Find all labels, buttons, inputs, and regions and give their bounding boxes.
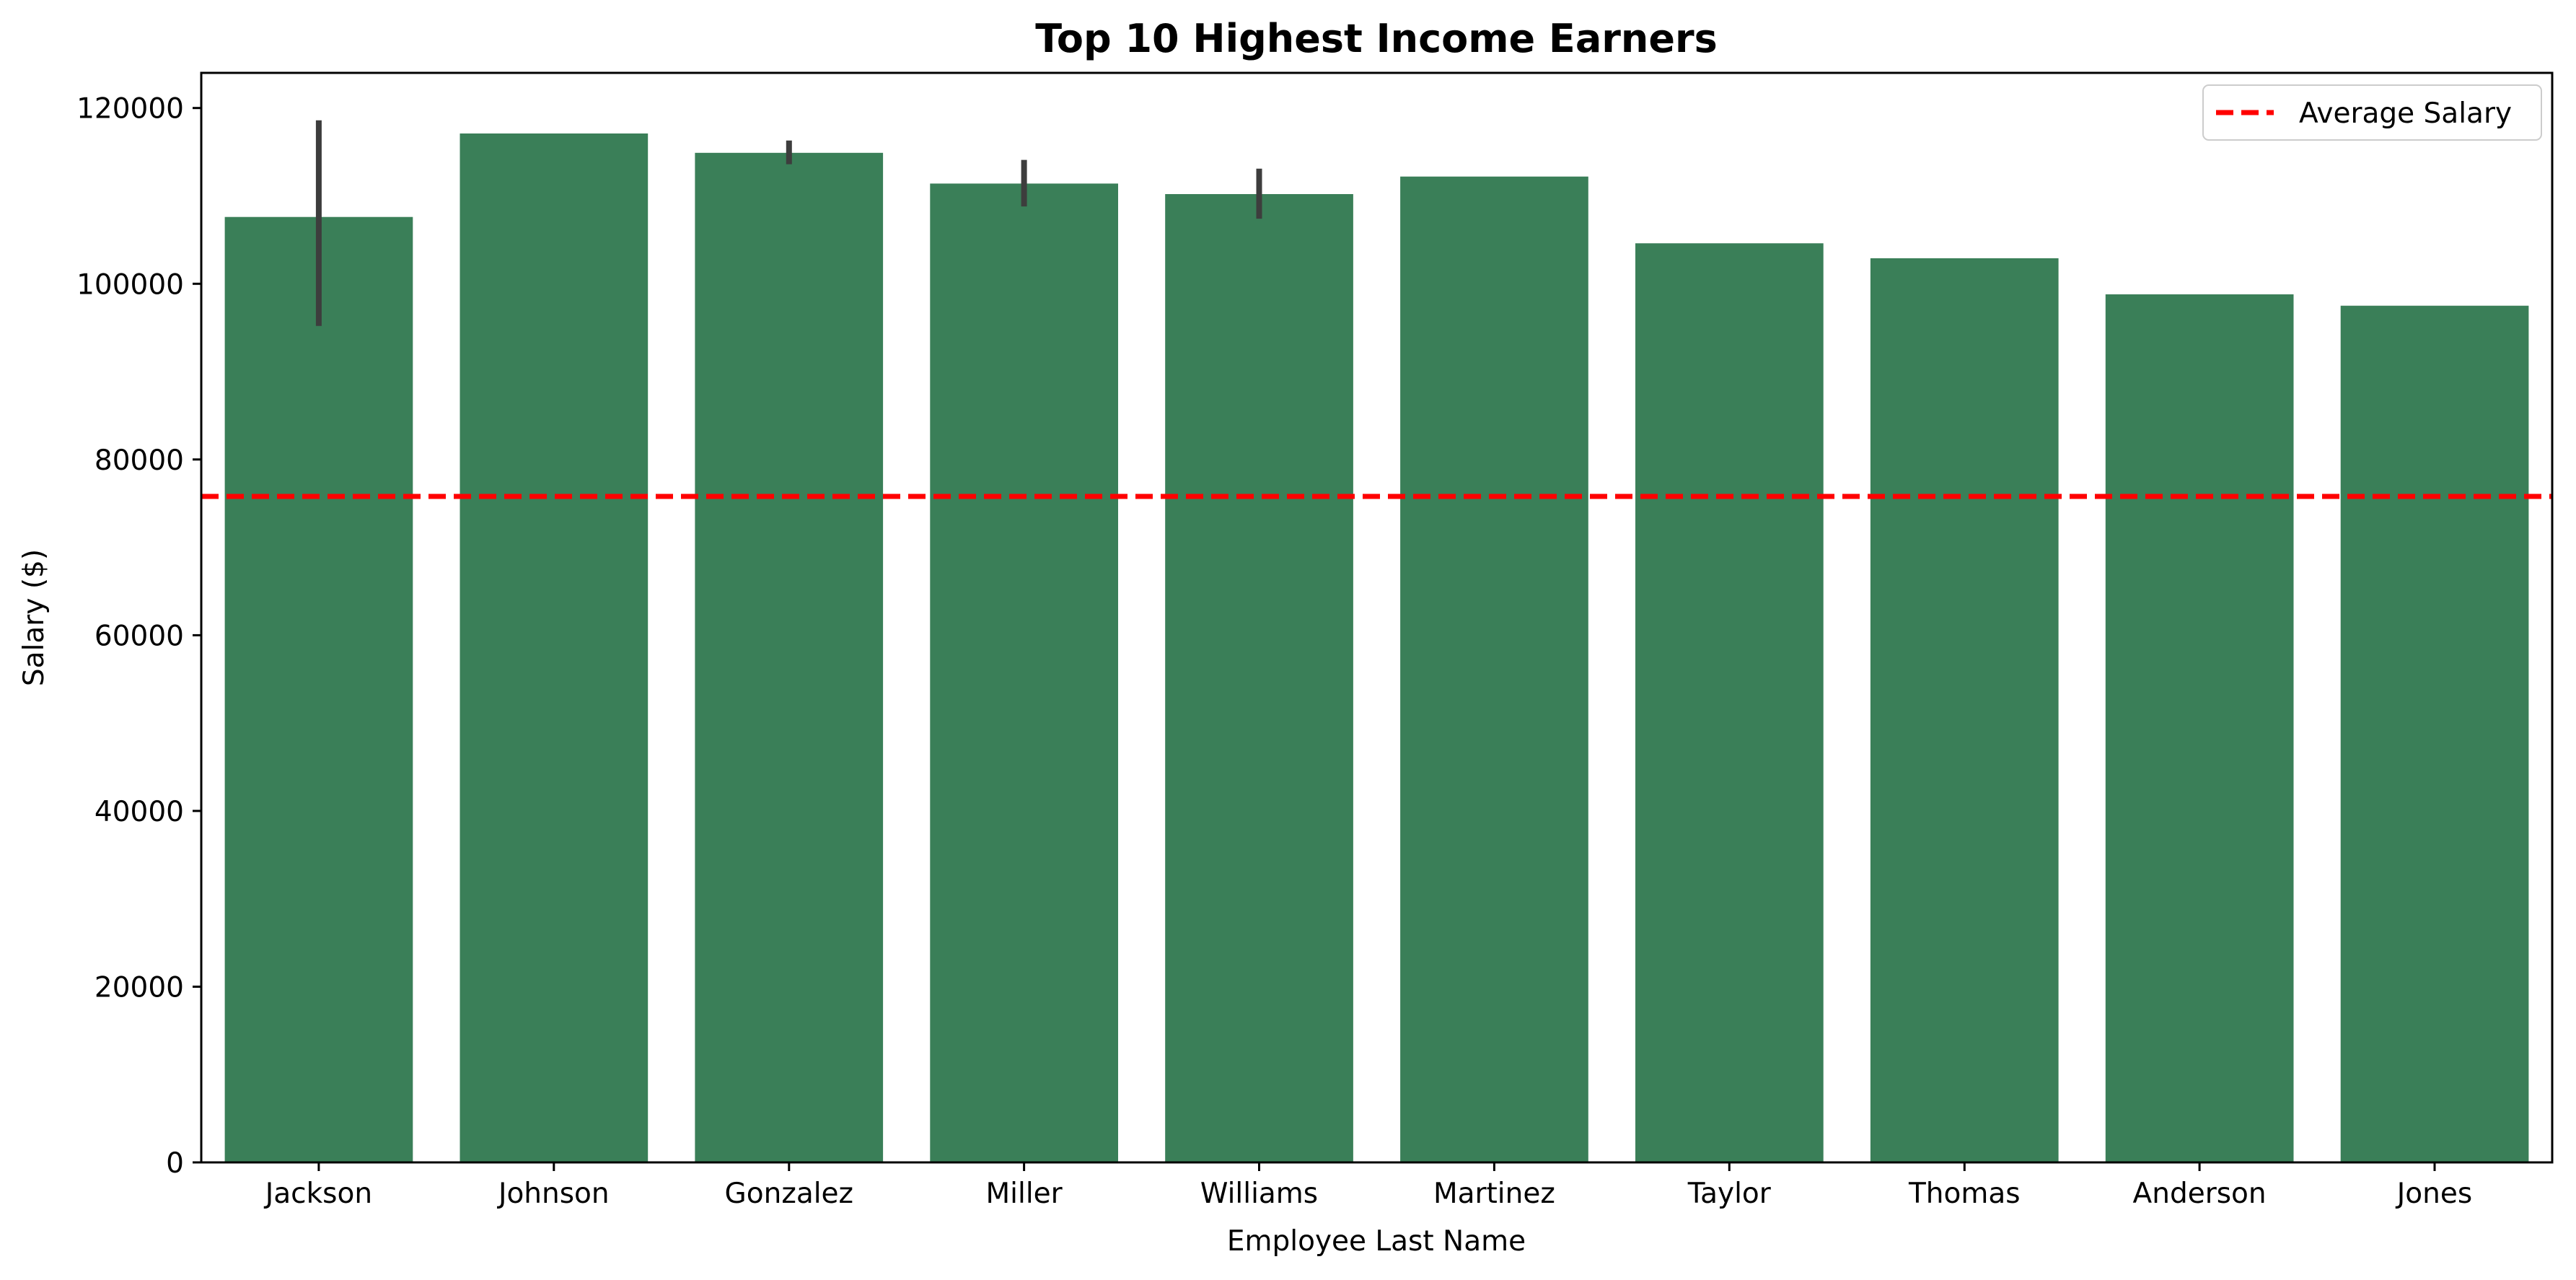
axes: Jackson Johnson Gonzalez Miller Williams Mart… — [76, 71, 2554, 1210]
plot-area — [201, 120, 2552, 1163]
x-tick-label-thomas: Thomas — [1908, 1178, 2021, 1210]
bar-miller — [930, 183, 1118, 1162]
bar-jackson — [224, 216, 413, 1163]
x-tick-label-gonzalez: Gonzalez — [725, 1178, 853, 1210]
x-axis-label: Employee Last Name — [1227, 1225, 1526, 1258]
bar-anderson — [2105, 294, 2294, 1162]
legend-box — [2202, 84, 2542, 141]
y-tick-label-100000: 100000 — [76, 268, 184, 301]
legend: Average Salary — [2202, 84, 2542, 141]
bar-martinez — [1400, 176, 1588, 1163]
y-tick-label-20000: 20000 — [94, 972, 184, 1004]
bar-jones — [2340, 305, 2529, 1163]
x-tick-label-johnson: Johnson — [496, 1178, 610, 1210]
legend-label-average-salary: Average Salary — [2299, 97, 2512, 130]
x-tick-label-williams: Williams — [1200, 1178, 1318, 1210]
chart-title: Top 10 Highest Income Earners — [1035, 16, 1717, 61]
bar-johnson — [460, 133, 649, 1162]
x-tick-label-martinez: Martinez — [1433, 1178, 1555, 1210]
plot-frame — [200, 71, 2554, 1164]
bar-gonzalez — [695, 152, 884, 1162]
x-tick-label-jones: Jones — [2395, 1178, 2472, 1210]
y-tick-label-120000: 120000 — [76, 93, 184, 126]
x-tick-label-jackson: Jackson — [263, 1178, 372, 1210]
y-tick-label-80000: 80000 — [94, 444, 184, 477]
x-tick-label-miller: Miller — [986, 1178, 1063, 1210]
y-axis-label: Salary ($) — [18, 549, 50, 686]
bar-williams — [1165, 194, 1353, 1162]
y-tick-label-0: 0 — [166, 1147, 184, 1180]
bar-thomas — [1870, 258, 2059, 1162]
x-tick-label-taylor: Taylor — [1687, 1178, 1772, 1210]
x-tick-label-anderson: Anderson — [2133, 1178, 2267, 1210]
y-tick-label-60000: 60000 — [94, 620, 184, 652]
y-tick-label-40000: 40000 — [94, 796, 184, 828]
bar-taylor — [1635, 243, 1824, 1163]
